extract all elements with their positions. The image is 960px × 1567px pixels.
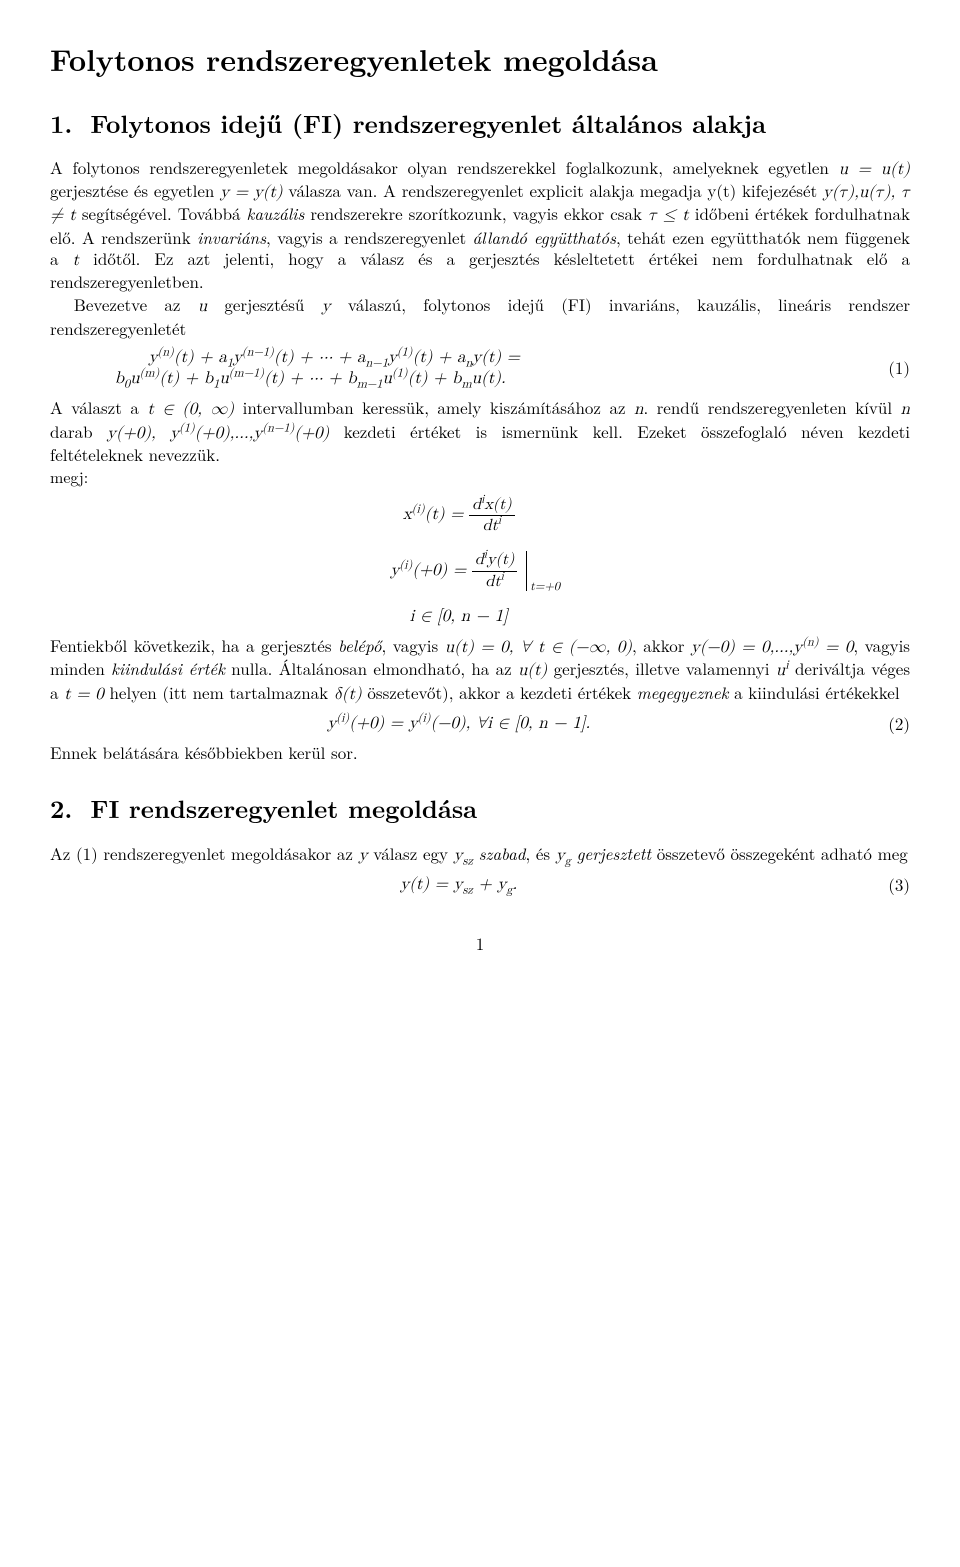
para-3: A választ a t ∈ (0, ∞) intervallumban ke… (50, 397, 910, 465)
eq-1-num: (1) (868, 357, 911, 378)
para-2: Bevezetve az u gerjesztésű y válaszú, fo… (50, 294, 910, 339)
equation-1: y(n)(t) + a1y(n−1)(t) + ··· + an−1y(1)(t… (50, 347, 910, 390)
section-2-title: 2. FI rendszeregyenlet megoldása (50, 793, 910, 824)
megj-eq-1: x(i)(t) = dix(t)dti (50, 495, 910, 536)
para-5: Ennek belátására későbbiekben kerül sor. (50, 742, 910, 763)
para-1: A folytonos rendszeregyenletek megoldása… (50, 157, 910, 293)
page-number: 1 (50, 933, 910, 954)
megj-label: megj: (50, 467, 910, 487)
section-1-title: 1. Folytonos idejű (FI) rendszeregyenlet… (50, 108, 910, 139)
section-2-num: 2. (50, 793, 72, 824)
equation-3: y(t) = ysz + yg. (3) (50, 874, 910, 895)
megj-eq-2: y(i)(+0) = diy(t)dti t=+0 (50, 550, 910, 591)
eq-2-num: (2) (868, 713, 911, 734)
para-4: Fentiekből következik, ha a gerjesztés b… (50, 635, 910, 705)
equation-2: y(i)(+0) = y(i)(−0), ∀i ∈ [0, n − 1]. (2… (50, 713, 910, 734)
megj-eq-3: i ∈ [0, n − 1] (50, 606, 910, 627)
section-1-num: 1. (50, 108, 72, 139)
sec2-para-1: Az (1) rendszeregyenlet megoldásakor az … (50, 843, 910, 866)
section-2-text: FI rendszeregyenlet megoldása (90, 793, 477, 824)
main-title: Folytonos rendszeregyenletek megoldása (50, 40, 910, 78)
eq-3-num: (3) (868, 874, 911, 895)
section-1-text: Folytonos idejű (FI) rendszeregyenlet ál… (90, 108, 766, 139)
